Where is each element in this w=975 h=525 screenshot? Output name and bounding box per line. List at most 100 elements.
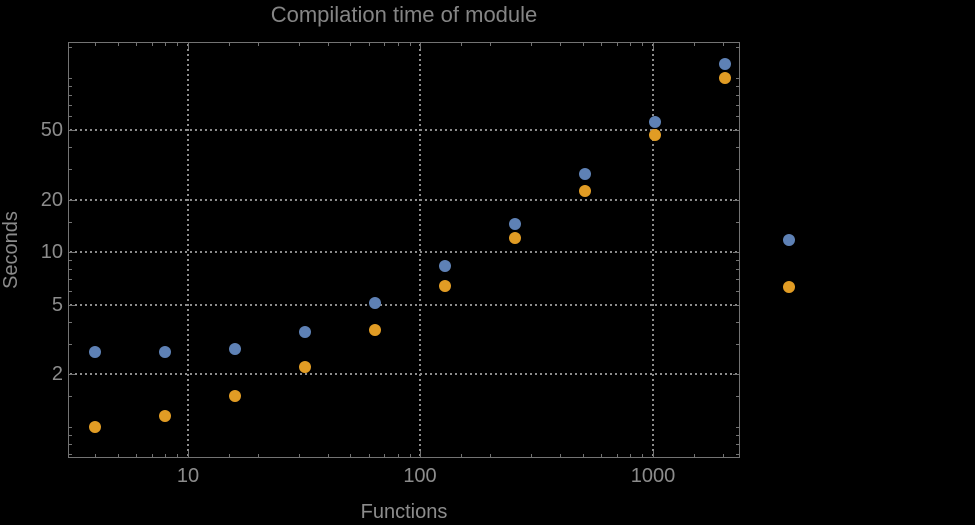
tick-right-5 bbox=[733, 305, 739, 306]
tick-bottom-800 bbox=[630, 454, 631, 457]
tick-top-50 bbox=[350, 43, 351, 46]
grid-line-y-2 bbox=[70, 373, 738, 376]
tick-top-500 bbox=[583, 43, 584, 46]
tick-bottom-9 bbox=[177, 454, 178, 457]
tick-bottom-300 bbox=[531, 454, 532, 457]
tick-top-70 bbox=[384, 43, 385, 46]
grid-line-y-5 bbox=[70, 303, 738, 306]
tick-top-700 bbox=[617, 43, 618, 46]
tick-bottom-2000 bbox=[723, 454, 724, 457]
tick-bottom-70 bbox=[384, 454, 385, 457]
tick-bottom-90 bbox=[410, 454, 411, 457]
tick-left-40 bbox=[69, 147, 72, 148]
tick-bottom-10 bbox=[188, 451, 189, 457]
tick-right-50 bbox=[733, 130, 739, 131]
tick-top-600 bbox=[601, 43, 602, 46]
tick-label-y-10: 10 bbox=[40, 241, 63, 263]
data-point-series-blue-x64 bbox=[369, 297, 382, 310]
tick-left-60 bbox=[69, 116, 72, 117]
tick-right-0.7000000000000001 bbox=[736, 454, 739, 455]
chart-title: Compilation time of module bbox=[270, 2, 538, 27]
tick-right-40 bbox=[736, 147, 739, 148]
tick-bottom-60 bbox=[369, 454, 370, 457]
tick-left-80 bbox=[69, 95, 72, 96]
tick-left-5 bbox=[69, 305, 75, 306]
data-point-series-orange-x2048 bbox=[719, 71, 732, 84]
tick-bottom-8 bbox=[165, 454, 166, 457]
tick-left-1.5 bbox=[69, 396, 72, 397]
tick-bottom-900 bbox=[642, 454, 643, 457]
tick-right-0.9 bbox=[736, 435, 739, 436]
tick-bottom-30 bbox=[299, 454, 300, 457]
tick-right-15 bbox=[736, 222, 739, 223]
tick-bottom-4 bbox=[95, 454, 96, 457]
tick-right-9 bbox=[736, 260, 739, 261]
tick-label-y-20: 20 bbox=[40, 189, 63, 211]
tick-right-2 bbox=[733, 374, 739, 375]
tick-left-90 bbox=[69, 86, 72, 87]
data-point-series-orange-x16 bbox=[229, 390, 242, 403]
tick-left-0.8 bbox=[69, 444, 72, 445]
tick-label-y-50: 50 bbox=[40, 119, 63, 141]
tick-right-7 bbox=[736, 279, 739, 280]
plot-frame bbox=[68, 42, 740, 458]
tick-top-80 bbox=[398, 43, 399, 46]
tick-label-x-10: 10 bbox=[176, 465, 200, 487]
tick-bottom-40 bbox=[328, 454, 329, 457]
tick-left-10 bbox=[69, 252, 75, 253]
tick-bottom-700 bbox=[617, 454, 618, 457]
tick-left-1 bbox=[69, 427, 72, 428]
tick-top-1000 bbox=[653, 43, 654, 49]
data-point-series-orange-x256 bbox=[509, 232, 522, 245]
tick-left-70 bbox=[69, 105, 72, 106]
tick-bottom-15 bbox=[229, 454, 230, 457]
tick-bottom-6 bbox=[136, 454, 137, 457]
tick-label-y-5: 5 bbox=[51, 294, 63, 316]
tick-right-1.5 bbox=[736, 396, 739, 397]
data-point-series-blue-x1024 bbox=[649, 115, 662, 128]
tick-bottom-400 bbox=[560, 454, 561, 457]
grid-line-x-100 bbox=[419, 44, 422, 456]
tick-left-6 bbox=[69, 291, 72, 292]
data-point-series-blue-x16 bbox=[229, 342, 242, 355]
tick-left-2 bbox=[69, 374, 75, 375]
tick-top-20 bbox=[258, 43, 259, 46]
tick-left-4 bbox=[69, 322, 72, 323]
tick-bottom-150 bbox=[461, 454, 462, 457]
grid-line-x-10 bbox=[186, 44, 189, 456]
tick-right-20 bbox=[733, 200, 739, 201]
tick-top-30 bbox=[299, 43, 300, 46]
tick-right-1 bbox=[736, 427, 739, 428]
tick-bottom-600 bbox=[601, 454, 602, 457]
tick-top-900 bbox=[642, 43, 643, 46]
data-point-series-blue-x512 bbox=[579, 168, 592, 181]
tick-bottom-5 bbox=[118, 454, 119, 457]
tick-bottom-80 bbox=[398, 454, 399, 457]
data-point-series-orange-x4 bbox=[89, 420, 102, 433]
tick-top-200 bbox=[490, 43, 491, 46]
tick-top-5 bbox=[118, 43, 119, 46]
tick-left-0.9 bbox=[69, 435, 72, 436]
tick-top-10 bbox=[188, 43, 189, 49]
tick-right-0.8 bbox=[736, 444, 739, 445]
tick-right-8 bbox=[736, 269, 739, 270]
data-point-series-orange-x128 bbox=[439, 280, 452, 293]
tick-left-3 bbox=[69, 344, 72, 345]
tick-top-15 bbox=[229, 43, 230, 46]
tick-bottom-1500 bbox=[694, 454, 695, 457]
tick-right-70 bbox=[736, 105, 739, 106]
tick-right-30 bbox=[736, 169, 739, 170]
tick-label-x-100: 100 bbox=[403, 465, 437, 487]
tick-label-y-2: 2 bbox=[51, 363, 63, 385]
tick-left-0.7000000000000001 bbox=[69, 454, 72, 455]
tick-right-150 bbox=[736, 47, 739, 48]
tick-top-100 bbox=[420, 43, 421, 49]
x-axis-label: Functions bbox=[360, 501, 448, 523]
tick-label-x-1000: 1000 bbox=[630, 465, 676, 487]
grid-line-y-20 bbox=[70, 198, 738, 201]
tick-right-10 bbox=[733, 252, 739, 253]
y-axis-label: Seconds bbox=[0, 211, 22, 289]
tick-left-7 bbox=[69, 279, 72, 280]
data-point-series-orange-x1024 bbox=[649, 128, 662, 141]
